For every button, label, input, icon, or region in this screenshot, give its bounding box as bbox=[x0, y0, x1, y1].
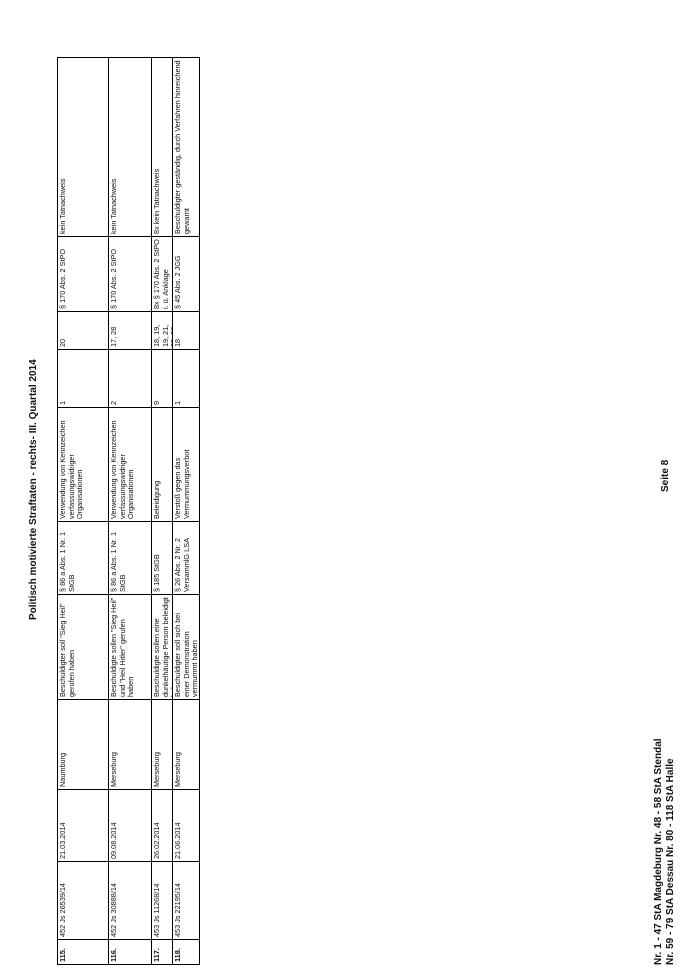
cell-remark: kein Tatnachweis bbox=[57, 57, 109, 237]
cell-text: Merseburg bbox=[152, 752, 161, 787]
table-row: 115. 452 Js 26539/14 21.03.2014 Naumburg Bes… bbox=[57, 57, 109, 965]
cell-az: 453 Js 22195/14 bbox=[172, 861, 200, 940]
cell-text: 20 bbox=[58, 338, 67, 347]
cell-text: kein Tatnachweis bbox=[58, 178, 67, 234]
cell-date: 21.03.2014 bbox=[57, 789, 109, 862]
page-number: Seite 8 bbox=[660, 459, 671, 492]
cell-text: Beschuldigter soll "Sieg Heil" gerufen h… bbox=[58, 603, 76, 697]
cell-disposition: 8x § 170 Abs. 2 StPO i. ü. Anklage bbox=[151, 236, 173, 312]
cell-place: Merseburg bbox=[151, 699, 173, 790]
cell-place: Merseburg bbox=[172, 699, 200, 790]
cell-text: § 170 Abs. 2 StPO bbox=[58, 248, 67, 309]
cell-law: § 86 a Abs. 1 Nr. 1 StGB bbox=[57, 521, 109, 595]
cell-count: 2 bbox=[108, 349, 152, 408]
cell-text: Verstoß gegen das Vermummungsverbot bbox=[173, 449, 191, 519]
cell-count: 1 bbox=[172, 349, 200, 408]
cell-desc: Beschuldigte sollen eine dunkelhäutige P… bbox=[151, 594, 173, 700]
cell-disposition: § 170 Abs. 2 StPO bbox=[108, 236, 152, 312]
cell-ref: 17, 28 bbox=[108, 311, 152, 350]
cell-desc: Beschuldigter soll sich bei einer Demons… bbox=[172, 594, 200, 700]
cell-text: Beschuldigter geständig, durch Verfahren… bbox=[173, 60, 191, 234]
cell-text: 8x kein Tatnachweis bbox=[152, 168, 161, 234]
cell-disposition: § 45 Abs. 2 JGG bbox=[172, 236, 200, 312]
cell-text: 115. bbox=[58, 948, 67, 962]
cell-remark: 8x kein Tatnachweis bbox=[151, 57, 173, 237]
cell-ref: 20 bbox=[57, 311, 109, 350]
cell-disposition: § 170 Abs. 2 StPO bbox=[57, 236, 109, 312]
footer-prosecutor-offices: Nr. 1 - 47 StA Magdeburg Nr. 48 - 58 StA… bbox=[653, 738, 677, 965]
cell-offense: Verwendung von Kennzeichen verfassungswi… bbox=[57, 407, 109, 522]
page-title: Politisch motivierte Straftaten - rechts… bbox=[28, 359, 39, 620]
cell-nr: 116. bbox=[108, 939, 152, 965]
cell-text: 117. bbox=[152, 948, 161, 962]
cell-text: 18, 19, 19, 21, 22, 22, 23, 24, 25 bbox=[152, 324, 172, 347]
table-row: 118. 453 Js 22195/14 21.06.2014 Merseburg Be… bbox=[172, 57, 200, 965]
cell-desc: Beschuldigte sollen "Sieg Heil" und "Hei… bbox=[108, 594, 152, 700]
cell-text: 452 Js 26539/14 bbox=[58, 883, 67, 937]
cell-text: kein Tatnachweis bbox=[109, 178, 118, 234]
cell-date: 09.08.2014 bbox=[108, 789, 152, 862]
cell-date: 21.06.2014 bbox=[172, 789, 200, 862]
footer-line-2: Nr. 59 - 79 StA Dessau Nr. 80 - 118 StA … bbox=[665, 758, 676, 965]
cell-text: 9 bbox=[152, 400, 161, 405]
cell-text: Merseburg bbox=[109, 752, 118, 787]
cell-text: § 26 Abs. 2 Nr. 2 VersammlG LSA bbox=[173, 538, 191, 592]
cell-text: 26.02.2014 bbox=[152, 822, 161, 859]
cell-text: Verwendung von Kennzeichen verfassungswi… bbox=[58, 420, 85, 519]
cell-text: Beschuldigte sollen "Sieg Heil" und "Hei… bbox=[109, 597, 136, 697]
cell-text: Merseburg bbox=[173, 752, 182, 787]
cell-text: Naumburg bbox=[58, 752, 67, 787]
cell-az: 453 Js 11268/14 bbox=[151, 861, 173, 940]
cell-place: Naumburg bbox=[57, 699, 109, 790]
cell-count: 9 bbox=[151, 349, 173, 408]
cell-ref: 18 bbox=[172, 311, 200, 350]
cell-text: 453 Js 11268/14 bbox=[152, 883, 161, 937]
cell-text: 17, 28 bbox=[109, 326, 118, 347]
cell-text: 18 bbox=[173, 338, 182, 347]
cell-ref: 18, 19, 19, 21, 22, 22, 23, 24, 25 bbox=[151, 311, 173, 350]
table-row: 117. 453 Js 11268/14 26.02.2014 Merseburg Be… bbox=[151, 57, 173, 965]
cell-date: 26.02.2014 bbox=[151, 789, 173, 862]
case-table: 115. 452 Js 26539/14 21.03.2014 Naumburg Bes… bbox=[57, 57, 200, 965]
cell-text: 116. bbox=[109, 948, 118, 962]
cell-count: 1 bbox=[57, 349, 109, 408]
table-row: 116. 452 Js 30888/14 09.08.2014 Merseburg Be… bbox=[108, 57, 152, 965]
cell-text: 1 bbox=[173, 400, 182, 405]
cell-nr: 118. bbox=[172, 939, 200, 965]
cell-nr: 117. bbox=[151, 939, 173, 965]
cell-text: 118. bbox=[173, 948, 182, 962]
cell-text: 452 Js 30888/14 bbox=[109, 883, 118, 937]
cell-text: § 45 Abs. 2 JGG bbox=[173, 255, 182, 309]
cell-offense: Beleidigung bbox=[151, 407, 173, 522]
cell-text: 21.03.2014 bbox=[58, 822, 67, 859]
cell-az: 452 Js 26539/14 bbox=[57, 861, 109, 940]
cell-text: Beschuldigte sollen eine dunkelhäutige P… bbox=[152, 597, 172, 697]
cell-remark: Beschuldigter geständig, durch Verfahren… bbox=[172, 57, 200, 237]
cell-offense: Verstoß gegen das Vermummungsverbot bbox=[172, 407, 200, 522]
cell-law: § 185 StGB bbox=[151, 521, 173, 595]
cell-nr: 115. bbox=[57, 939, 109, 965]
cell-text: Beschuldigter soll sich bei einer Demons… bbox=[173, 613, 199, 697]
cell-text: 1 bbox=[58, 400, 67, 405]
footer-line-1: Nr. 1 - 47 StA Magdeburg Nr. 48 - 58 StA… bbox=[653, 738, 664, 965]
cell-text: Beleidigung bbox=[152, 480, 161, 519]
cell-text: 8x § 170 Abs. 2 StPO i. ü. Anklage bbox=[152, 239, 170, 309]
cell-text: § 185 StGB bbox=[152, 554, 161, 592]
cell-text: § 170 Abs. 2 StPO bbox=[109, 248, 118, 309]
cell-text: § 86 a Abs. 1 Nr. 1 StGB bbox=[58, 531, 76, 592]
cell-offense: Verwendung von Kennzeichen verfassungswi… bbox=[108, 407, 152, 522]
cell-law: § 26 Abs. 2 Nr. 2 VersammlG LSA bbox=[172, 521, 200, 595]
cell-text: Verwendung von Kennzeichen verfassungswi… bbox=[109, 420, 136, 519]
cell-desc: Beschuldigter soll "Sieg Heil" gerufen h… bbox=[57, 594, 109, 700]
cell-text: 21.06.2014 bbox=[173, 822, 182, 859]
cell-place: Merseburg bbox=[108, 699, 152, 790]
cell-text: 2 bbox=[109, 400, 118, 405]
cell-text: 453 Js 22195/14 bbox=[173, 883, 182, 937]
cell-law: § 86 a Abs. 1 Nr. 1 StGB bbox=[108, 521, 152, 595]
cell-az: 452 Js 30888/14 bbox=[108, 861, 152, 940]
cell-text: § 86 a Abs. 1 Nr. 1 StGB bbox=[109, 531, 127, 592]
cell-text: 09.08.2014 bbox=[109, 822, 118, 859]
cell-remark: kein Tatnachweis bbox=[108, 57, 152, 237]
